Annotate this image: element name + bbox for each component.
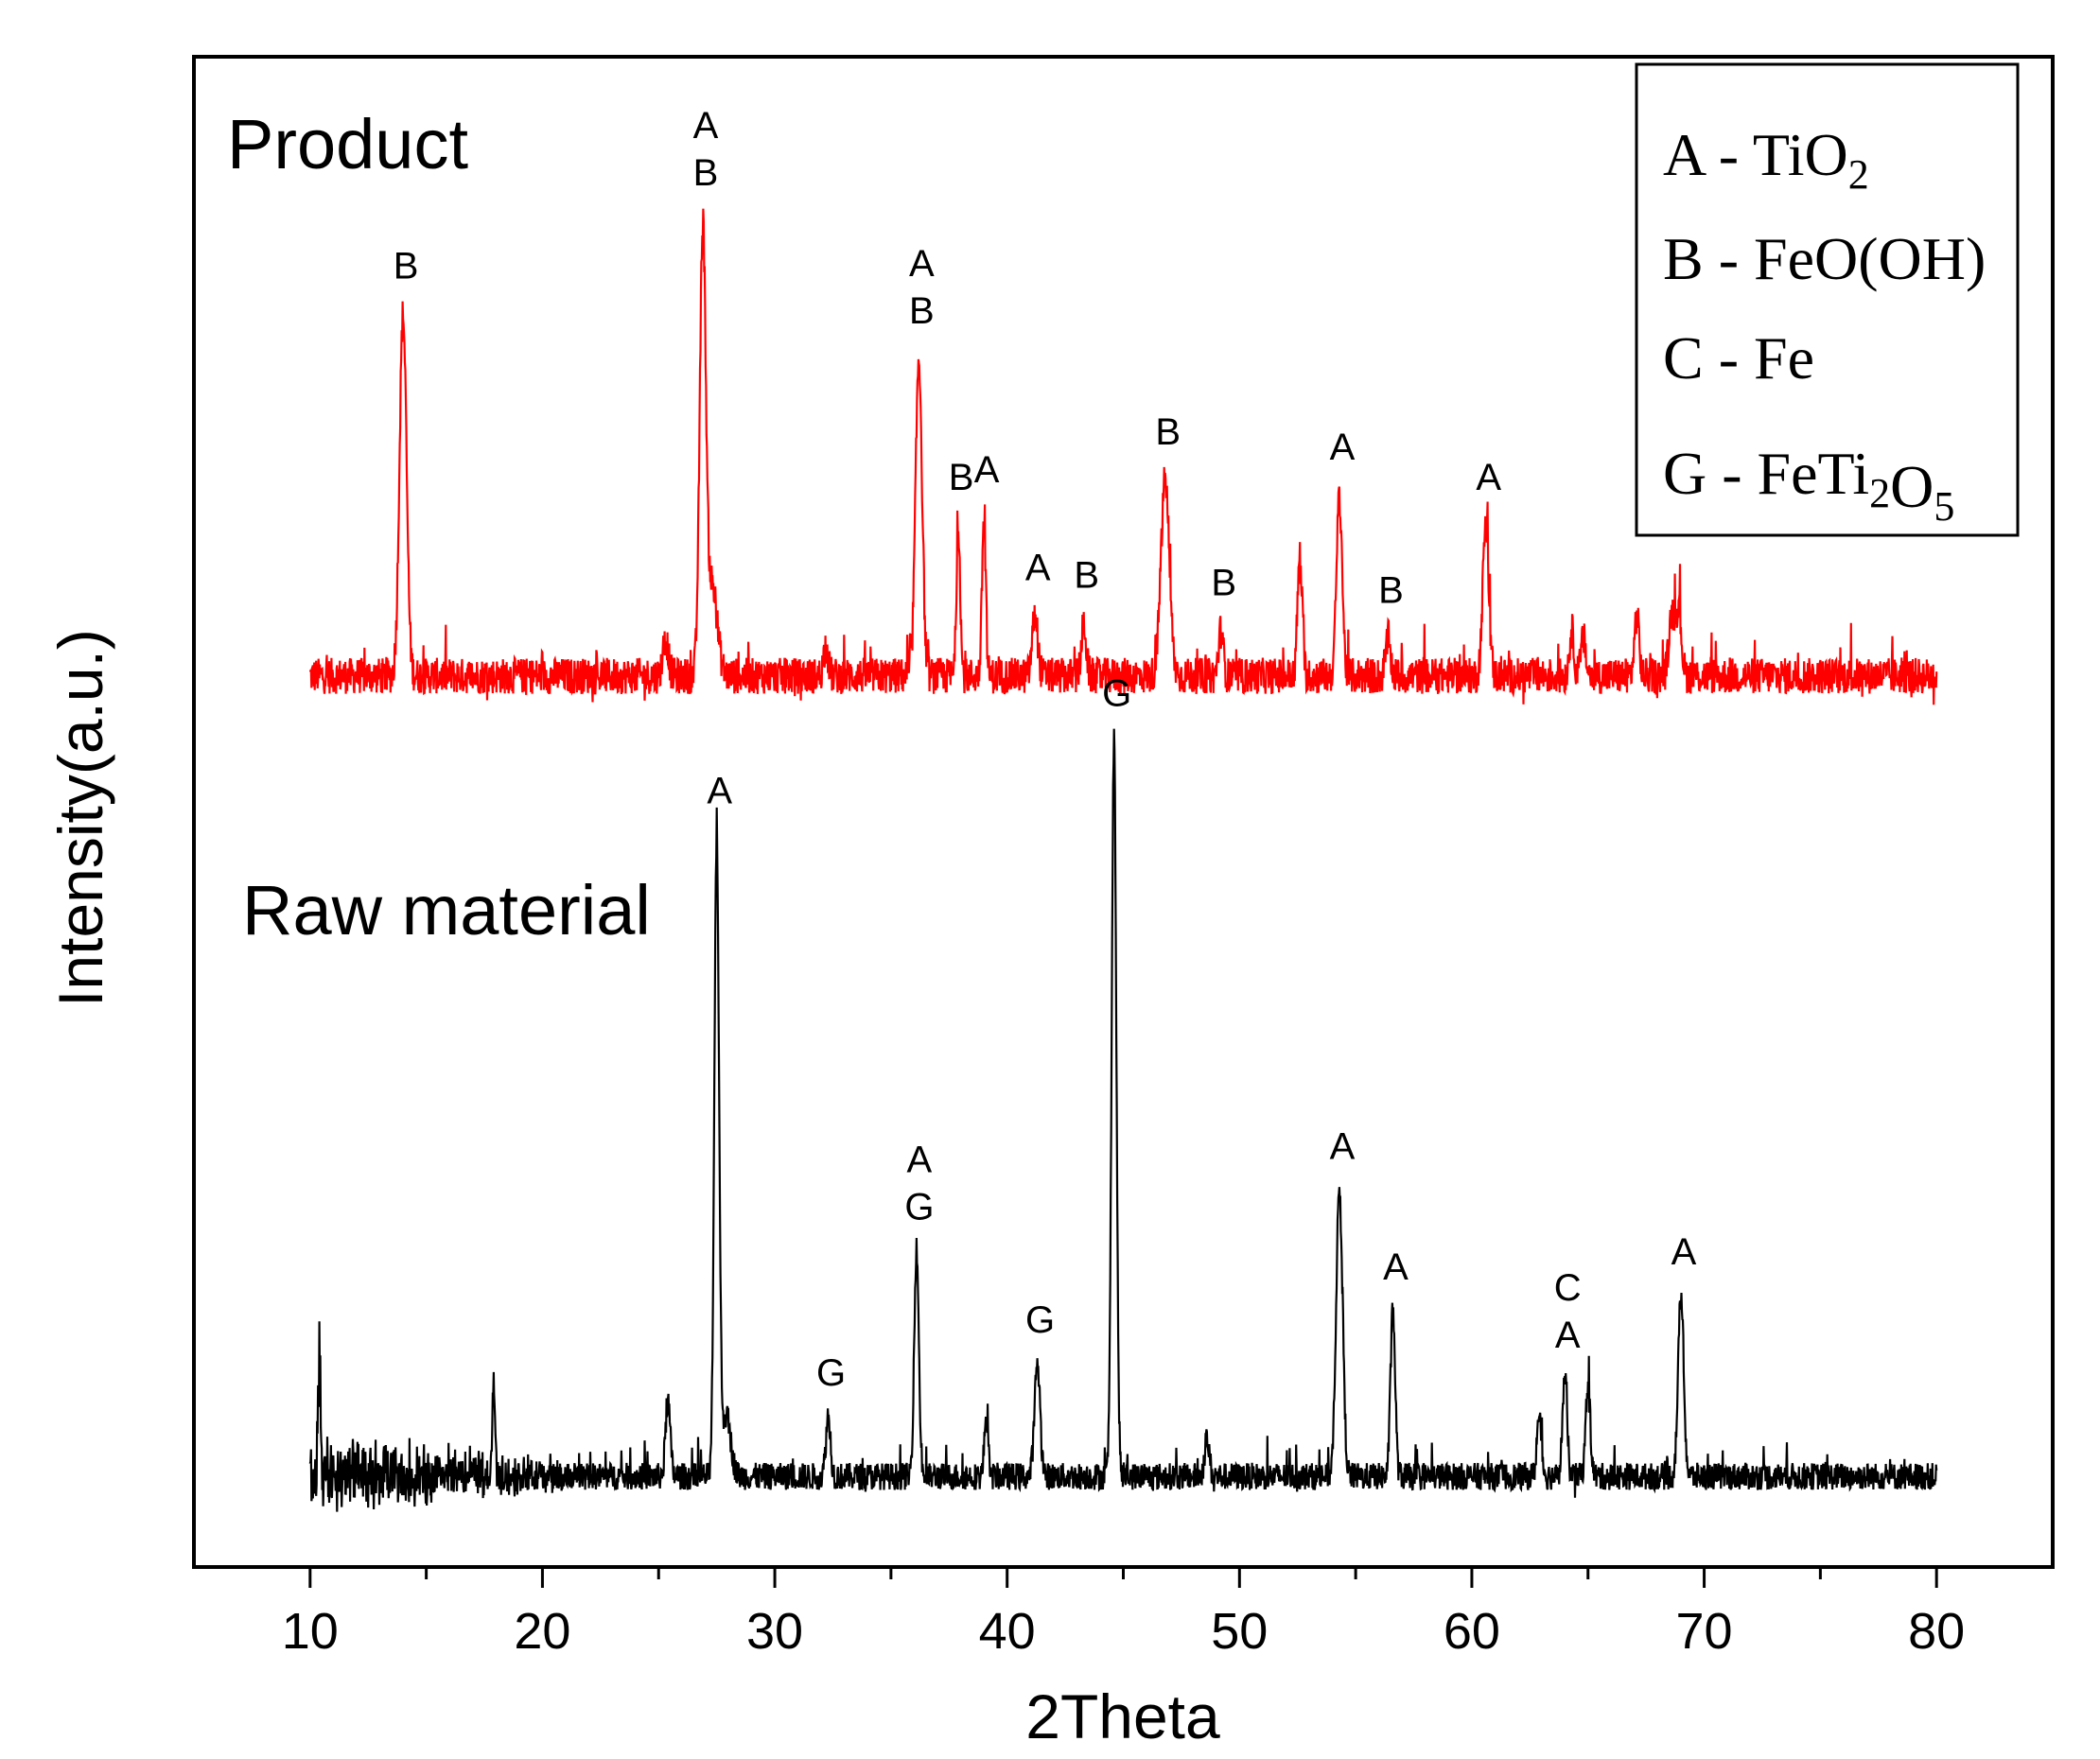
series-line-raw-material [308, 728, 1938, 1512]
x-tick-label: 40 [979, 1603, 1036, 1660]
x-axis-label: 2Theta [1025, 1681, 1220, 1751]
peak-label: A [1671, 1231, 1697, 1273]
peak-label: B [1074, 555, 1099, 597]
peak-label: A [909, 243, 935, 285]
peak-label: B [909, 290, 935, 332]
legend-entry: B - FeO(OH) [1663, 225, 1986, 292]
x-axis-ticks: 10 20 30 40 50 60 70 80 [282, 1567, 1965, 1660]
x-tick-label: 50 [1211, 1603, 1268, 1660]
peak-label: A [1330, 1125, 1356, 1167]
peak-label: B [1378, 570, 1404, 612]
legend-box [1635, 62, 2020, 537]
series-line-product [308, 208, 1938, 705]
peak-label: A [1383, 1246, 1409, 1288]
legend-entry: C - Fe [1663, 324, 1814, 392]
peak-label: A [974, 449, 1000, 491]
peak-label: A [1555, 1315, 1581, 1356]
peak-label: G [816, 1352, 846, 1394]
legend: A - TiO2 B - FeO(OH) C - Fe G - FeTi2O5 [1635, 62, 2020, 537]
x-tick-label: 10 [282, 1603, 339, 1660]
peak-label: G [1102, 672, 1131, 714]
peak-label: A [707, 770, 732, 811]
peak-label: A [693, 105, 719, 147]
peak-label: B [1155, 411, 1181, 453]
x-tick-label: 60 [1444, 1603, 1500, 1660]
peak-label: B [1211, 563, 1236, 604]
peak-label: B [394, 245, 419, 287]
peak-label: A [907, 1139, 933, 1180]
series-label: Product [227, 105, 468, 183]
y-axis-label: Intensity(a.u.) [45, 629, 115, 1007]
legend-entry: A - TiO2 [1663, 121, 1869, 198]
peak-label: B [949, 457, 974, 498]
series-layer [308, 208, 1938, 1512]
x-tick-label: 20 [514, 1603, 570, 1660]
peak-label: C [1554, 1267, 1582, 1309]
peak-label: G [1025, 1299, 1055, 1341]
x-tick-label: 70 [1676, 1603, 1733, 1660]
x-tick-label: 30 [746, 1603, 803, 1660]
series-labels: Product Raw material [227, 105, 651, 949]
series-label: Raw material [242, 871, 651, 949]
x-tick-label: 80 [1908, 1603, 1965, 1660]
peak-label: G [904, 1186, 934, 1228]
peak-label: B [693, 152, 719, 194]
peak-label: A [1330, 427, 1356, 468]
peak-label: A [1476, 457, 1501, 498]
peak-label: A [1025, 548, 1051, 589]
legend-entry: G - FeTi2O5 [1663, 440, 1954, 530]
